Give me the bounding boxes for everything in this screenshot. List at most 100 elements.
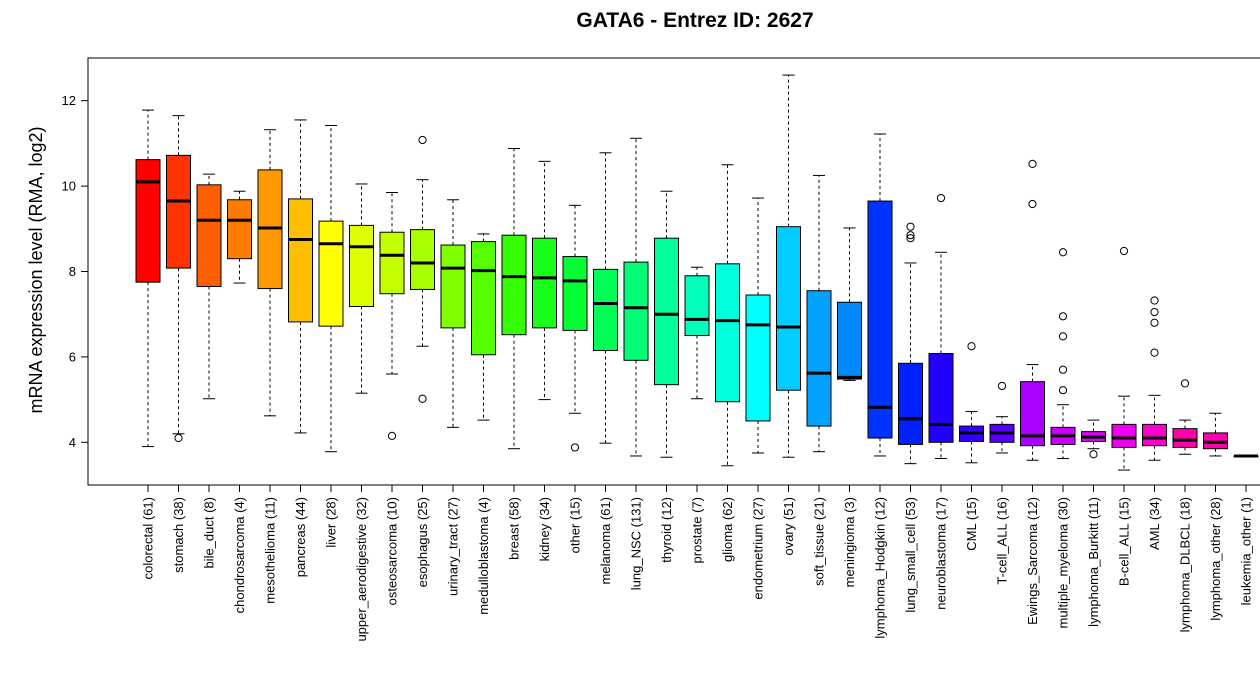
x-tick-label: AML (34) (1147, 497, 1162, 550)
x-tick-label: other (15) (568, 497, 583, 553)
iqr-box (471, 241, 496, 356)
x-tick-label: urinary_tract (27) (446, 497, 461, 596)
x-tick-label: pancreas (44) (293, 497, 308, 577)
outlier-point (174, 433, 183, 443)
x-tick-label: Ewings_Sarcoma (12) (1025, 497, 1040, 625)
box-24 (867, 133, 893, 457)
x-tick-label: endometrium (27) (751, 497, 766, 600)
iqr-box (562, 256, 588, 331)
x-tick-label: ovary (51) (781, 497, 796, 556)
iqr-box (837, 301, 862, 380)
iqr-box (440, 244, 466, 329)
box-1 (166, 115, 191, 443)
iqr-box (898, 362, 923, 445)
x-tick-label: multiple_myeloma (30) (1056, 497, 1071, 629)
chart-title: GATA6 - Entrez ID: 2627 (576, 9, 813, 32)
iqr-box (928, 352, 954, 443)
y-axis: 4 6 8 10 12 (62, 93, 89, 450)
box-13 (532, 160, 557, 401)
box-0 (135, 109, 161, 448)
box-36 (1233, 454, 1259, 458)
iqr-box (1142, 423, 1167, 447)
outlier-point (967, 342, 976, 351)
box-5 (288, 119, 313, 434)
x-tick-label: osteosarcoma (10) (385, 497, 400, 605)
x-tick-label: glioma (62) (720, 497, 735, 562)
box-9 (410, 135, 435, 403)
iqr-box (196, 184, 222, 287)
iqr-box (318, 220, 344, 327)
box-4 (257, 129, 283, 417)
outlier-point (906, 231, 915, 240)
outlier-point (906, 234, 915, 243)
x-tick-label: kidney (34) (537, 497, 552, 561)
x-tick-label: medulloblastoma (4) (476, 497, 491, 615)
box-28 (989, 381, 1015, 454)
box-25 (898, 222, 923, 465)
box-22 (806, 174, 832, 453)
box-19 (715, 164, 740, 467)
y-tick-label: 10 (62, 179, 76, 194)
outlier-point (1028, 159, 1037, 168)
box-7 (349, 183, 374, 394)
box-34 (1172, 379, 1198, 455)
y-tick-label: 8 (69, 264, 76, 279)
iqr-box (715, 263, 740, 403)
box-6 (318, 124, 344, 453)
box-35 (1203, 412, 1228, 457)
x-tick-label: neuroblastoma (17) (934, 497, 949, 610)
box-27 (959, 342, 984, 464)
box-30 (1050, 248, 1076, 460)
iqr-box (379, 231, 405, 295)
x-tick-label: CML (15) (964, 497, 979, 551)
x-axis: colorectal (61) stomach (38) bile_duct (8)… (141, 484, 1254, 642)
outlier-point (1089, 450, 1098, 459)
x-tick-label: melanoma (61) (598, 497, 613, 584)
x-tick-label: breast (58) (507, 497, 522, 560)
x-tick-label: bile_duct (8) (202, 497, 217, 569)
iqr-box (410, 229, 435, 290)
outlier-point (1028, 199, 1037, 209)
iqr-box (745, 294, 771, 422)
box-series (135, 74, 1259, 471)
y-tick-label: 4 (69, 435, 76, 450)
x-tick-label: esophagus (25) (415, 497, 430, 587)
x-tick-label: thyroid (12) (659, 497, 674, 563)
outlier-point (1150, 307, 1159, 317)
iqr-box (623, 261, 649, 361)
outlier-point (1119, 246, 1129, 256)
iqr-box (227, 199, 252, 260)
outlier-point (1058, 386, 1068, 395)
box-2 (196, 173, 222, 400)
box-29 (1020, 159, 1045, 461)
box-12 (501, 148, 527, 450)
outlier-point (1058, 312, 1068, 321)
x-tick-label: stomach (38) (171, 497, 186, 573)
x-tick-label: lymphoma_DLBCL (18) (1178, 497, 1193, 632)
x-tick-label: chondrosarcoma (4) (232, 497, 247, 613)
iqr-box (806, 290, 832, 427)
outlier-point (1058, 332, 1068, 341)
box-33 (1142, 296, 1167, 461)
outlier-point (387, 431, 397, 440)
x-tick-label: colorectal (61) (141, 497, 156, 579)
box-20 (745, 197, 771, 454)
outlier-point (1150, 318, 1159, 327)
outlier-point (1058, 365, 1068, 374)
iqr-box (349, 224, 374, 308)
iqr-box (1111, 423, 1137, 448)
x-tick-label: lymphoma_other (28) (1208, 497, 1223, 621)
outlier-point (418, 135, 427, 145)
box-11 (471, 233, 496, 421)
x-tick-label: prostate (7) (690, 497, 705, 563)
iqr-box (1172, 428, 1198, 448)
box-17 (654, 190, 679, 458)
x-tick-label: soft_tissue (21) (812, 497, 827, 586)
iqr-box (501, 234, 527, 336)
outlier-point (570, 443, 580, 452)
x-tick-label: leukemia_other (1) (1239, 497, 1254, 605)
box-10 (440, 199, 466, 428)
box-23 (837, 227, 862, 381)
box-16 (623, 137, 649, 457)
